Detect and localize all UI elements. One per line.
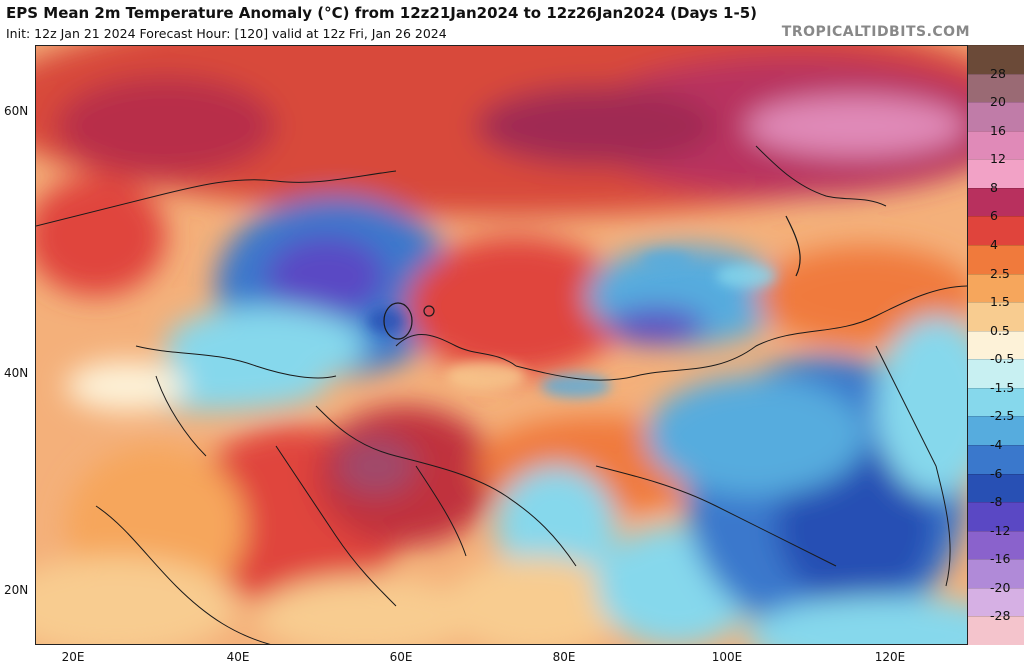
colorbar-swatch [968,273,1024,303]
lat-label-40n: 40N [4,366,29,380]
colorbar-swatch [968,130,1024,160]
colorbar-swatch [968,559,1024,588]
colorbar-label: -2.5 [990,408,1015,424]
colorbar-swatch [968,216,1024,245]
lon-label-100e: 100E [711,650,743,664]
colorbar-label: 12 [990,151,1006,167]
lon-label-60e: 60E [389,650,413,664]
colorbar-swatch [968,45,1024,74]
colorbar-label: 6 [990,208,998,224]
colorbar-swatch [968,416,1024,445]
colorbar-swatch [968,330,1024,360]
lon-label-20e: 20E [61,650,85,664]
colorbar-label: 28 [990,65,1006,81]
colorbar-label: -12 [990,522,1011,538]
map-canvas [36,46,967,644]
colorbar-swatch [968,102,1024,131]
lat-label-60n: 60N [4,104,29,118]
colorbar-swatch [968,530,1024,560]
colorbar-label: -28 [990,608,1011,624]
colorbar-label: -6 [990,465,1003,481]
lon-label-40e: 40E [226,650,250,664]
colorbar-label: -8 [990,494,1003,510]
colorbar-label: 0.5 [990,322,1010,338]
lon-label-80e: 80E [552,650,576,664]
colorbar-label: -1.5 [990,379,1015,395]
lon-label-120e: 120E [874,650,906,664]
colorbar-swatch [968,159,1024,188]
colorbar-swatch [968,359,1024,388]
lat-label-20n: 20N [4,583,29,597]
colorbar-swatch [968,73,1024,103]
colorbar-label: -16 [990,551,1011,567]
colorbar-label: 2.5 [990,265,1010,281]
colorbar-swatch [968,473,1024,503]
water-bodies [383,215,801,340]
colorbar-swatch [968,502,1024,531]
coastlines-borders [36,145,967,644]
colorbar-label: 1.5 [990,294,1010,310]
colorbar-label: 16 [990,122,1006,138]
colorbar-swatch [968,445,1024,474]
colorbar-label: -20 [990,579,1011,595]
anomaly-field [36,46,967,644]
colorbar-swatch [968,245,1024,274]
colorbar-label: -0.5 [990,351,1015,367]
colorbar-label: 4 [990,237,998,252]
colorbar-label: 8 [990,179,998,195]
temperature-anomaly-map [35,45,968,645]
map-title: EPS Mean 2m Temperature Anomaly (°C) fro… [6,4,758,22]
colorbar-swatch [968,187,1024,217]
colorbar-swatch [968,302,1024,331]
colorbar: 28 20 16 12 8 6 4 2.5 1.5 0.5 -0.5 -1.5 -2.5 -4 -6 -8 -1… [968,45,1024,645]
colorbar-label: 20 [990,94,1006,110]
brand-watermark: TROPICALTIDBITS.COM [781,24,970,40]
map-subtitle: Init: 12z Jan 21 2024 Forecast Hour: [12… [6,26,447,41]
colorbar-label: -4 [990,437,1003,452]
colorbar-swatch [968,587,1024,617]
colorbar-swatch [968,616,1024,645]
colorbar-swatch [968,387,1024,417]
